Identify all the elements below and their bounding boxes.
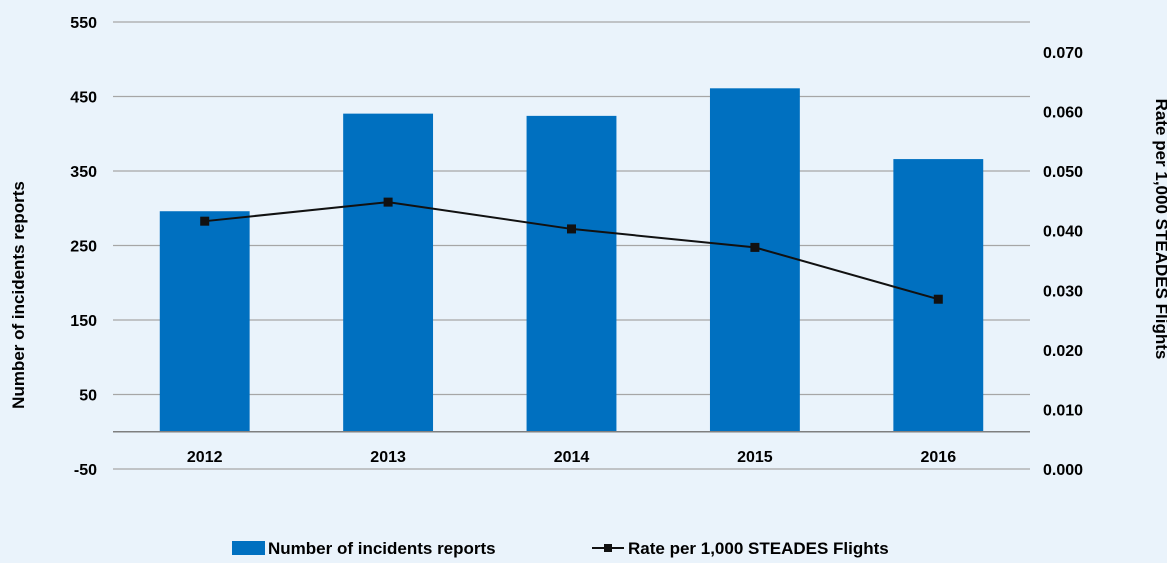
rate-point: [567, 224, 576, 234]
right-y-tick-label: 0.010: [1043, 402, 1083, 419]
bar: [343, 113, 434, 432]
x-tick-labels: 2012 2013 2014 2015 2016: [187, 449, 956, 466]
bars: [159, 88, 984, 432]
left-y-tick-label: 550: [70, 15, 97, 32]
left-axis-title: Number of incidents reports: [9, 181, 28, 409]
right-y-tick-label: 0.030: [1043, 283, 1083, 300]
right-y-tick-label: 0.020: [1043, 343, 1083, 360]
rate-point: [383, 197, 393, 207]
rate-point: [200, 216, 210, 226]
bar: [526, 115, 617, 432]
legend-line-marker: [604, 544, 612, 552]
left-y-tick-label: 150: [70, 313, 97, 330]
left-y-tick-label: 450: [70, 90, 97, 107]
right-y-tick-label: 0.000: [1043, 462, 1083, 479]
rate-point: [933, 294, 943, 304]
x-tick-label: 2013: [370, 449, 406, 466]
x-tick-label: 2014: [554, 449, 590, 466]
x-tick-label: 2012: [187, 449, 223, 466]
left-y-tick-label: 350: [70, 164, 97, 181]
rate-line-series: [200, 197, 943, 304]
right-y-tick-label: 0.040: [1043, 224, 1083, 241]
legend: Number of incidents reports Rate per 1,0…: [232, 539, 889, 558]
bar: [159, 211, 250, 432]
legend-bar-label: Number of incidents reports: [268, 539, 496, 558]
legend-bar-swatch: [232, 541, 265, 555]
right-y-tick-labels: 0.000 0.010 0.020 0.030 0.040 0.050 0.060 0.070: [1043, 45, 1083, 479]
x-tick-label: 2016: [921, 449, 957, 466]
left-y-tick-labels: -50 50 150 250 350 450 550: [70, 15, 97, 479]
left-y-tick-label: -50: [74, 462, 97, 479]
legend-line-label: Rate per 1,000 STEADES Flights: [628, 539, 889, 558]
right-y-tick-label: 0.060: [1043, 105, 1083, 122]
left-y-tick-label: 250: [70, 239, 97, 256]
bar: [709, 88, 800, 432]
right-axis-title: Rate per 1,000 STEADES Flights: [1152, 99, 1167, 360]
left-y-tick-label: 50: [79, 388, 97, 405]
x-tick-label: 2015: [737, 449, 773, 466]
rate-point: [750, 242, 760, 252]
right-y-tick-label: 0.050: [1043, 164, 1083, 181]
right-y-tick-label: 0.070: [1043, 45, 1083, 62]
